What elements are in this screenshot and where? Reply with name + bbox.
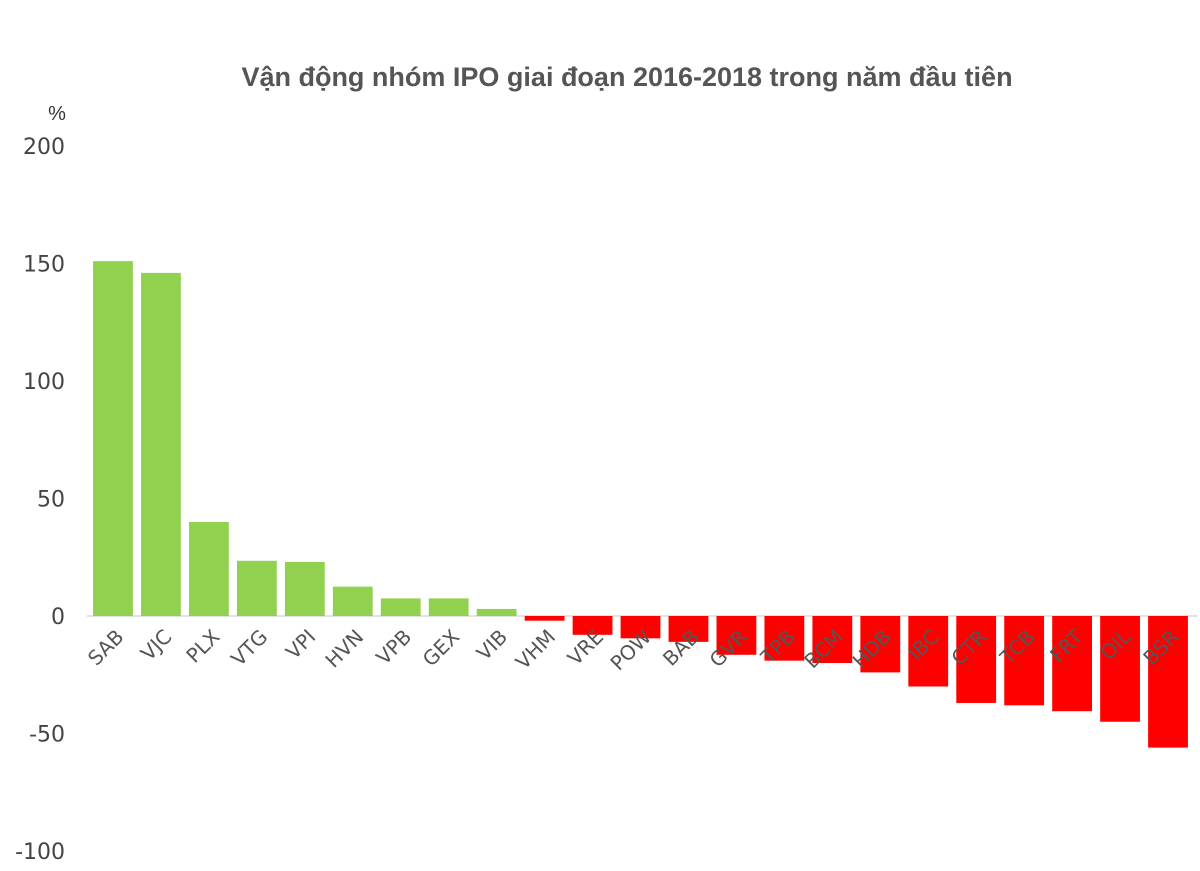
bars-group (93, 261, 1188, 748)
x-tick-label-vhm: VHM (511, 625, 560, 674)
bar-hdb (860, 616, 901, 673)
y-tick-label: -50 (29, 723, 65, 748)
x-tick-label-hvn: HVN (320, 625, 368, 673)
y-tick-label: 100 (23, 370, 65, 395)
bar-ibc (908, 616, 949, 687)
bar-bcm (812, 616, 853, 663)
y-axis-unit-label: % (48, 103, 66, 125)
x-tick-label-sab: SAB (83, 625, 129, 671)
bar-vpi (284, 561, 325, 616)
bar-gex (428, 598, 469, 616)
bar-frt (1052, 616, 1093, 712)
y-tick-label: -100 (15, 840, 65, 865)
bar-bab (668, 616, 709, 642)
bar-vtg (236, 560, 277, 616)
x-tick-label-vpb: VPB (371, 625, 416, 670)
x-tick-label-vjc: VJC (136, 625, 177, 666)
bar-gvr (716, 616, 757, 655)
x-tick-label-vib: VIB (472, 625, 513, 666)
y-tick-label: 150 (23, 253, 65, 278)
x-tick-label-vpi: VPI (281, 625, 320, 664)
bar-tpb (764, 616, 805, 661)
bar-hvn (332, 586, 373, 616)
bar-vib (476, 608, 517, 616)
y-tick-label: 200 (23, 135, 65, 160)
bar-vpb (380, 598, 421, 616)
bar-pow (620, 616, 661, 639)
y-axis-ticks: 200 150 100 50 0 -50 -100 (15, 135, 65, 865)
bar-vre (572, 616, 613, 635)
y-tick-label: 50 (37, 488, 65, 513)
x-tick-label-plx: PLX (181, 624, 224, 667)
bar-ctr (956, 616, 997, 703)
bar-vjc (141, 272, 181, 616)
y-tick-label: 0 (51, 605, 65, 630)
bar-oil (1100, 616, 1140, 722)
bar-plx (188, 522, 229, 616)
chart-title: Vận động nhóm IPO giai đoạn 2016-2018 tr… (241, 62, 1012, 92)
bar-vhm (524, 616, 565, 621)
x-tick-label-vtg: VTG (226, 625, 272, 671)
x-tick-label-gex: GEX (418, 624, 465, 671)
bar-bsr (1148, 616, 1188, 748)
bar-tcb (1004, 616, 1045, 706)
bar-sab (93, 261, 133, 616)
